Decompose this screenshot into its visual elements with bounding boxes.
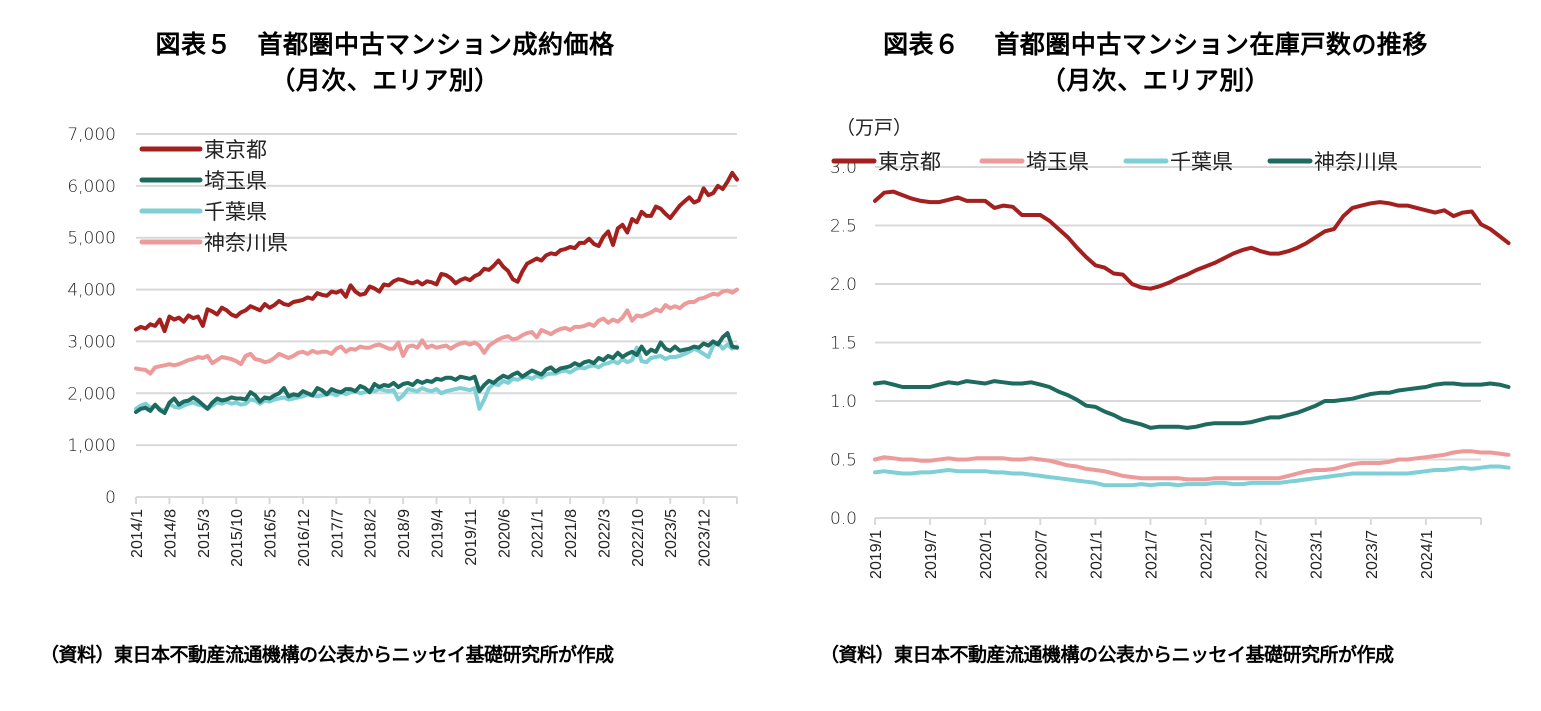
series-line-chiba (134, 340, 739, 413)
series-line-chiba (873, 464, 1511, 488)
x-tick-label: 2016/12 (296, 509, 313, 567)
legend-label-kanagawa: 神奈川県 (204, 231, 288, 255)
x-tick-label: 2021/1 (1088, 530, 1105, 579)
x-tick-label: 2023/1 (1309, 530, 1326, 579)
x-tick-label: 2021/1 (530, 509, 547, 558)
y-tick-label: 1.5 (830, 334, 857, 354)
x-tick-label: 2024/1 (1419, 530, 1436, 579)
y-tick-label: 1,000 (67, 436, 116, 456)
x-tick-label: 2023/5 (663, 509, 680, 558)
legend-label-tokyo: 東京都 (878, 150, 941, 174)
series-line-kanagawa (134, 287, 739, 376)
y-tick-label: 2,000 (67, 384, 116, 404)
series-line-kanagawa (873, 379, 1511, 430)
x-tick-label: 2019/1 (868, 530, 885, 579)
y-tick-label: 4,000 (67, 281, 116, 301)
legend-label-tokyo: 東京都 (204, 138, 267, 162)
legend-label-saitama: 埼玉県 (1026, 150, 1089, 174)
x-tick-label: 2016/5 (263, 509, 280, 558)
y-tick-label: 2.0 (830, 275, 857, 295)
x-tick-label: 2014/1 (129, 509, 146, 558)
x-tick-label: 2015/10 (229, 509, 246, 567)
source-note: （資料）東日本不動産流通機構の公表からニッセイ基礎研究所が作成 (820, 644, 1394, 666)
legend-label-chiba: 千葉県 (1170, 150, 1233, 174)
x-tick-label: 2023/7 (1364, 530, 1381, 579)
figure-6-panel: 図表６ 首都圏中古マンション在庫戸数の推移 （月次、エリア別） （万戸） 0.0 0… (770, 0, 1541, 711)
x-tick-label: 2018/2 (363, 509, 380, 558)
x-tick-label: 2014/8 (162, 509, 179, 558)
chart-title: 図表６ 首都圏中古マンション在庫戸数の推移 (883, 30, 1428, 59)
y-tick-label: 1.0 (830, 392, 857, 412)
price-chart: 0 1,000 2,000 3,000 4,000 5,000 6,000 7,000 2014… (67, 125, 739, 567)
series-line-saitama (873, 449, 1511, 482)
y-tick-label: 3,000 (67, 332, 116, 352)
x-tick-label: 2020/7 (1033, 530, 1050, 579)
series-line-saitama (134, 331, 739, 415)
chart-subtitle: （月次、エリア別） (270, 66, 500, 95)
series-line-tokyo (134, 170, 739, 334)
y-tick-label: 0.0 (830, 509, 857, 529)
y-tick-label: 2.5 (830, 217, 857, 237)
legend-label-kanagawa: 神奈川県 (1314, 150, 1398, 174)
y-tick-label: 6,000 (67, 177, 116, 197)
series-line-tokyo (873, 189, 1511, 291)
y-tick-label: 0 (105, 488, 116, 508)
x-tick-label: 2022/1 (1199, 530, 1216, 579)
legend-label-chiba: 千葉県 (204, 200, 267, 224)
unit-label: （万戸） (836, 117, 912, 139)
x-tick-label: 2019/7 (923, 530, 940, 579)
x-tick-label: 2020/6 (496, 509, 513, 558)
x-tick-label: 2022/10 (630, 509, 647, 567)
y-tick-label: 5,000 (67, 229, 116, 249)
x-tick-label: 2022/3 (596, 509, 613, 558)
x-tick-label: 2021/8 (563, 509, 580, 558)
x-tick-label: 2020/1 (978, 530, 995, 579)
figure-5-panel: 図表５ 首都圏中古マンション成約価格 （月次、エリア別） 0 1,000 2,000… (0, 0, 770, 711)
x-tick-label: 2023/12 (697, 509, 714, 567)
source-note: （資料）東日本不動産流通機構の公表からニッセイ基礎研究所が作成 (40, 644, 614, 666)
x-tick-label: 2021/7 (1143, 530, 1160, 579)
chart-title: 図表５ 首都圏中古マンション成約価格 (155, 30, 615, 59)
x-tick-label: 2017/7 (329, 509, 346, 558)
legend-label-saitama: 埼玉県 (204, 169, 267, 193)
x-tick-label: 2018/9 (396, 509, 413, 558)
chart-subtitle: （月次、エリア別） (1040, 66, 1271, 95)
y-tick-label: 0.5 (830, 451, 857, 471)
x-tick-label: 2019/4 (430, 509, 447, 558)
x-tick-label: 2022/7 (1254, 530, 1271, 579)
x-tick-label: 2019/11 (463, 509, 480, 566)
y-tick-label: 7,000 (67, 125, 116, 145)
x-tick-label: 2015/3 (196, 509, 213, 558)
